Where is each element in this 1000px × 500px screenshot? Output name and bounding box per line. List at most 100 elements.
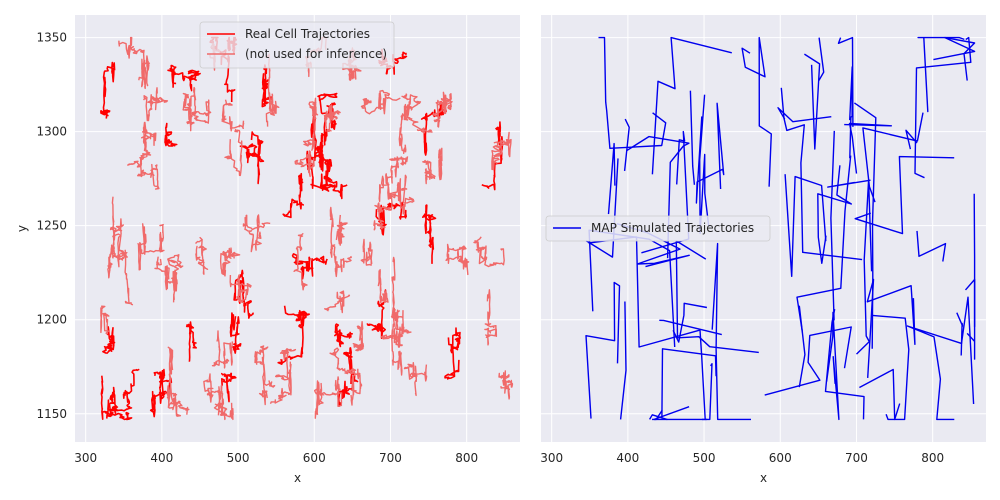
unused-trajectory — [398, 93, 412, 154]
simulated-trajectory — [804, 53, 821, 150]
simulated-trajectory — [699, 94, 710, 234]
x-tick-label: 300 — [74, 451, 97, 465]
simulated-trajectory — [623, 118, 630, 171]
simulated-trajectory — [859, 368, 901, 421]
unused-trajectory — [378, 156, 409, 202]
unused-trajectory — [335, 214, 348, 246]
unused-trajectory — [360, 89, 401, 115]
unused-trajectory — [377, 269, 389, 304]
unused-trajectory — [432, 91, 453, 128]
x-tick-label: 500 — [227, 451, 250, 465]
x-tick-label: 700 — [379, 451, 402, 465]
x-tick-label: 800 — [921, 451, 944, 465]
x-tick-label: 600 — [303, 451, 326, 465]
real-trajectory — [282, 172, 304, 219]
simulated-trajectory — [854, 102, 877, 349]
unused-trajectory — [211, 330, 234, 369]
real-trajectory — [102, 326, 116, 354]
unused-trajectory — [242, 214, 271, 253]
simulated-trajectory — [711, 242, 751, 421]
unused-trajectory — [329, 206, 352, 278]
unused-trajectory — [445, 243, 470, 276]
real-trajectory — [277, 305, 310, 365]
x-axis-label-left: x — [294, 471, 301, 485]
unused-trajectory — [182, 86, 197, 132]
grid-left — [75, 15, 520, 442]
simulated-trajectory — [818, 37, 825, 82]
real-trajectory — [229, 312, 242, 354]
x-tick-label: 500 — [693, 451, 716, 465]
unused-trajectory — [380, 309, 403, 348]
simulated-trajectory — [796, 155, 852, 333]
simulated-trajectory — [906, 296, 975, 421]
simulated-trajectory — [905, 129, 918, 150]
simulated-trajectory — [659, 319, 722, 336]
simulated-trajectory — [933, 36, 976, 81]
simulated-trajectory — [817, 165, 852, 264]
unused-trajectory — [491, 131, 512, 171]
legend-label-map: MAP Simulated Trajectories — [591, 221, 754, 235]
simulated-trajectory — [619, 301, 627, 420]
real-trajectory — [185, 321, 197, 362]
real-trajectory — [221, 372, 237, 403]
simulated-trajectory — [689, 90, 696, 185]
real-trajectory — [239, 131, 265, 185]
unused-trajectory — [438, 147, 443, 181]
unused-trajectory — [352, 321, 365, 352]
unused-trajectory — [388, 174, 415, 215]
simulated-trajectory — [917, 36, 965, 113]
real-trajectory — [100, 61, 116, 119]
real-trajectory — [167, 64, 201, 92]
real-trajectory — [291, 253, 328, 280]
simulated-trajectory — [695, 102, 725, 204]
unused-trajectory — [360, 238, 373, 266]
unused-trajectory — [118, 36, 147, 90]
simulated-trajectory — [651, 36, 732, 175]
simulated-trajectory — [585, 281, 621, 419]
unused-trajectory — [137, 223, 165, 271]
unused-trajectory — [191, 99, 212, 124]
simulated-trajectory — [916, 230, 947, 262]
unused-trajectory — [107, 196, 125, 279]
unused-trajectory — [403, 362, 428, 397]
unused-trajectory — [391, 256, 403, 376]
simulated-trajectory — [585, 158, 619, 258]
unused-trajectory — [167, 346, 190, 415]
simulated-trajectory — [648, 348, 717, 421]
simulated-trajectory — [672, 302, 708, 343]
x-tick-label: 800 — [455, 451, 478, 465]
unused-trajectory — [224, 128, 243, 177]
legend-left: Real Cell Trajectories (not used for inf… — [199, 21, 395, 69]
real-trajectory — [334, 323, 353, 348]
y-tick-label: 1350 — [36, 31, 67, 45]
real-trajectory — [100, 368, 140, 420]
simulated-trajectory — [653, 363, 713, 421]
unused-trajectory — [142, 87, 169, 122]
simulated-trajectory — [825, 311, 840, 421]
x-tick-label: 600 — [769, 451, 792, 465]
simulated-trajectory — [784, 174, 827, 277]
left-chart: 300 400 500 600 700 800 11501200125013001350 … — [15, 15, 520, 485]
real-trajectory — [422, 204, 437, 264]
unused-trajectory — [213, 384, 234, 421]
unused-trajectory — [275, 348, 297, 396]
simulated-trajectory — [966, 193, 976, 360]
plot-area-left — [75, 15, 520, 442]
right-chart: 300 400 500 600 700 800 x MAP Simulated Traje… — [540, 15, 986, 485]
simulated-trajectory — [824, 308, 865, 420]
legend-box-right — [545, 215, 771, 242]
trajectories-right — [585, 36, 976, 421]
unused-trajectory — [195, 236, 209, 275]
y-ticks-left: 1150 1200 1250 1300 1350 — [36, 31, 67, 421]
real-trajectory — [366, 289, 387, 339]
real-trajectory — [149, 368, 173, 418]
unused-trajectory — [373, 182, 393, 231]
simulated-trajectory — [854, 155, 955, 235]
unused-trajectory — [221, 99, 245, 132]
y-axis-label-left: y — [15, 225, 29, 232]
unused-trajectory — [422, 159, 436, 185]
unused-trajectory — [303, 97, 319, 151]
simulated-trajectory — [849, 66, 853, 159]
unused-trajectory — [390, 307, 412, 344]
